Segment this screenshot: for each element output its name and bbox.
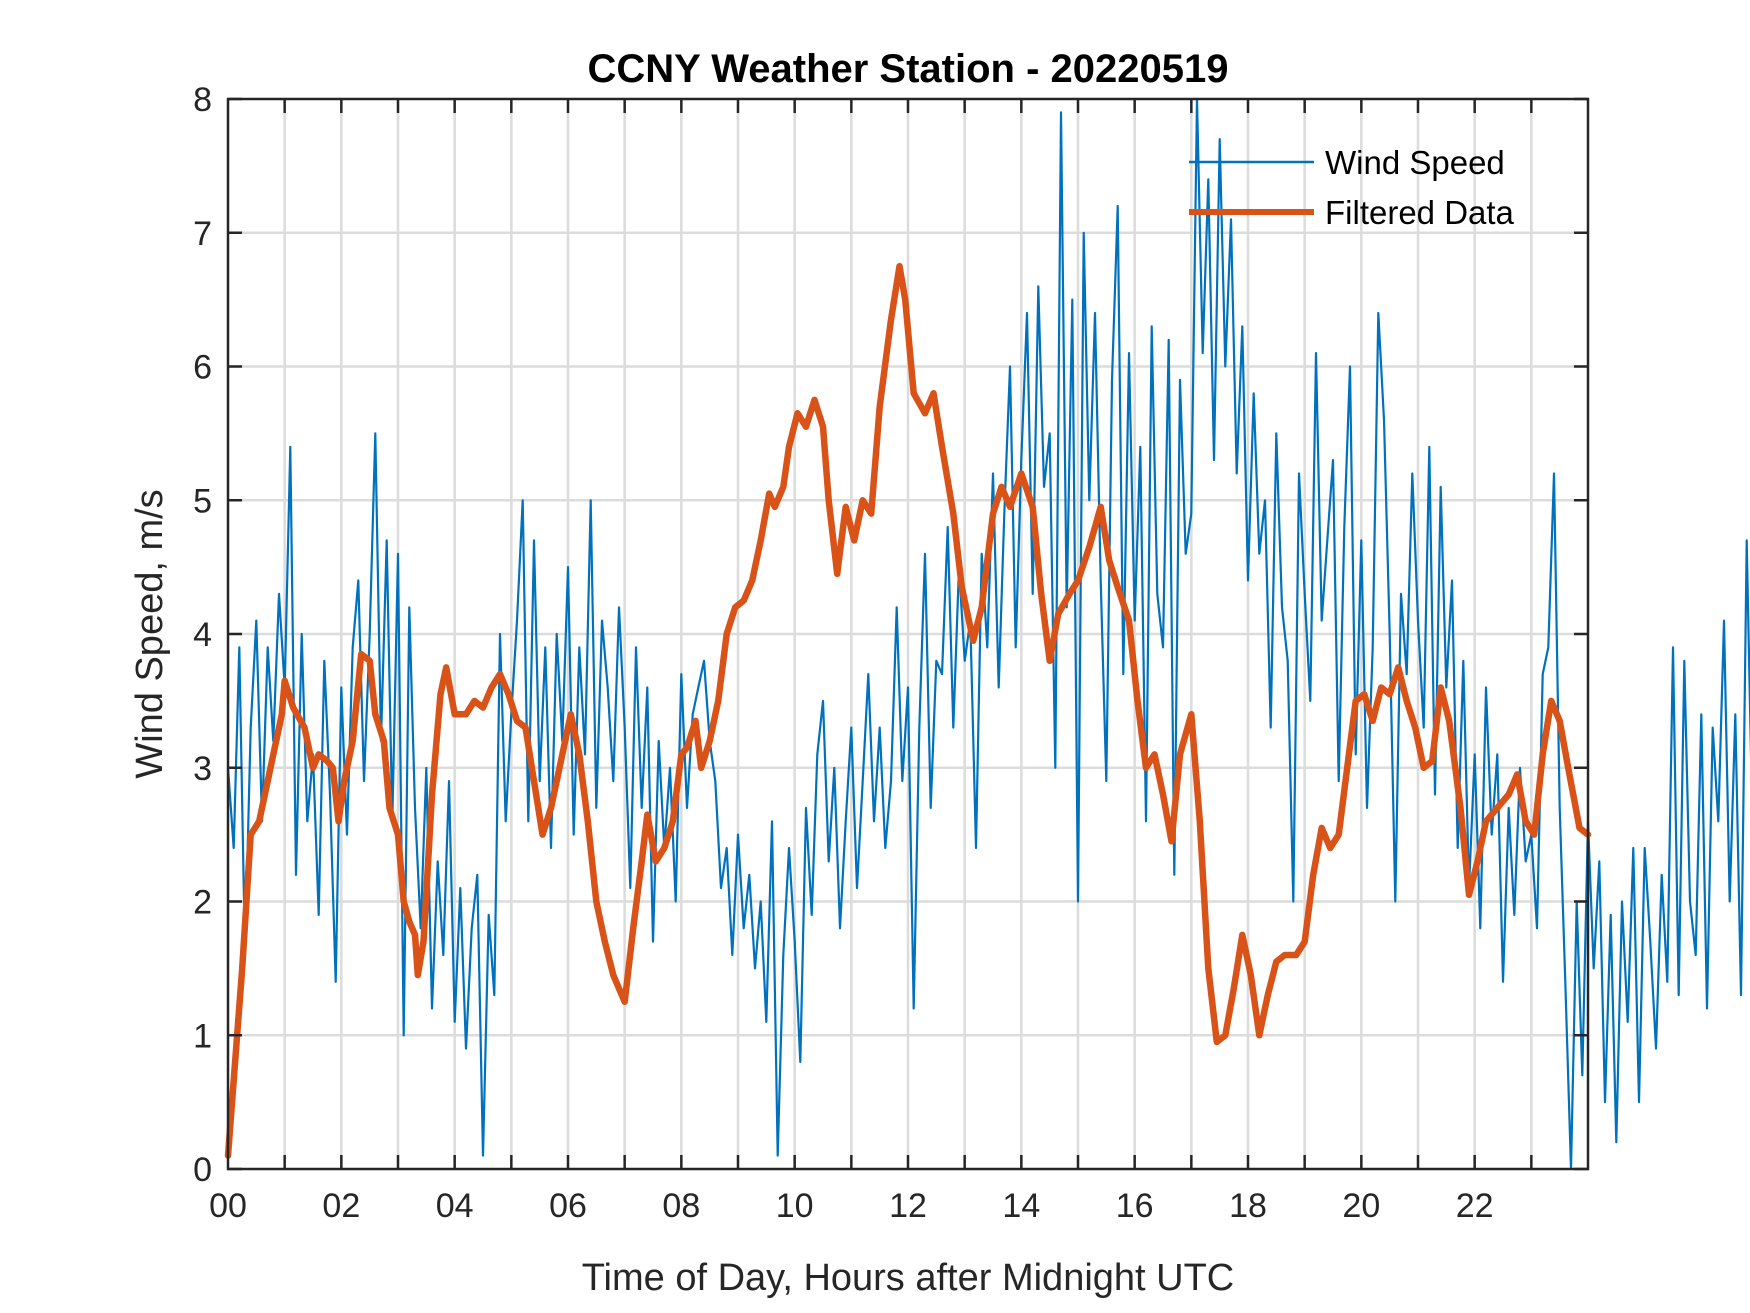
y-tick-label: 4 [193,616,212,654]
x-axis-label: Time of Day, Hours after Midnight UTC [582,1257,1235,1299]
x-tick-label: 00 [209,1187,247,1225]
x-tick-label: 14 [1002,1187,1040,1225]
legend-label-wind-speed: Wind Speed [1325,144,1505,181]
legend-label-filtered-data: Filtered Data [1325,194,1515,231]
y-axis-label: Wind Speed, m/s [129,489,171,778]
y-tick-label: 8 [193,81,212,119]
y-tick-label: 1 [193,1017,212,1055]
series-filtered-data [224,262,1592,1159]
series-layer [224,97,1750,1171]
x-tick-label: 02 [322,1187,360,1225]
y-tick-label: 2 [193,884,212,922]
x-tick-label: 06 [549,1187,587,1225]
grid-lines [228,99,1588,1169]
chart-title: CCNY Weather Station - 20220519 [588,47,1229,91]
x-tick-label: 08 [662,1187,700,1225]
x-tick-label: 22 [1456,1187,1494,1225]
x-tick-label: 10 [776,1187,814,1225]
x-tick-label: 12 [889,1187,927,1225]
axes [226,97,1590,1171]
x-tick-label: 16 [1116,1187,1154,1225]
y-tick-label: 3 [193,750,212,788]
y-tick-label: 6 [193,349,212,387]
y-tick-label: 0 [193,1151,212,1189]
y-tick-label: 5 [193,482,212,520]
series-wind-speed [226,97,1750,1171]
y-tick-label: 7 [193,215,212,253]
x-tick-label: 04 [436,1187,474,1225]
x-tick-label: 18 [1229,1187,1267,1225]
x-tick-label: 20 [1342,1187,1380,1225]
legend: Wind Speed Filtered Data [1189,144,1515,231]
